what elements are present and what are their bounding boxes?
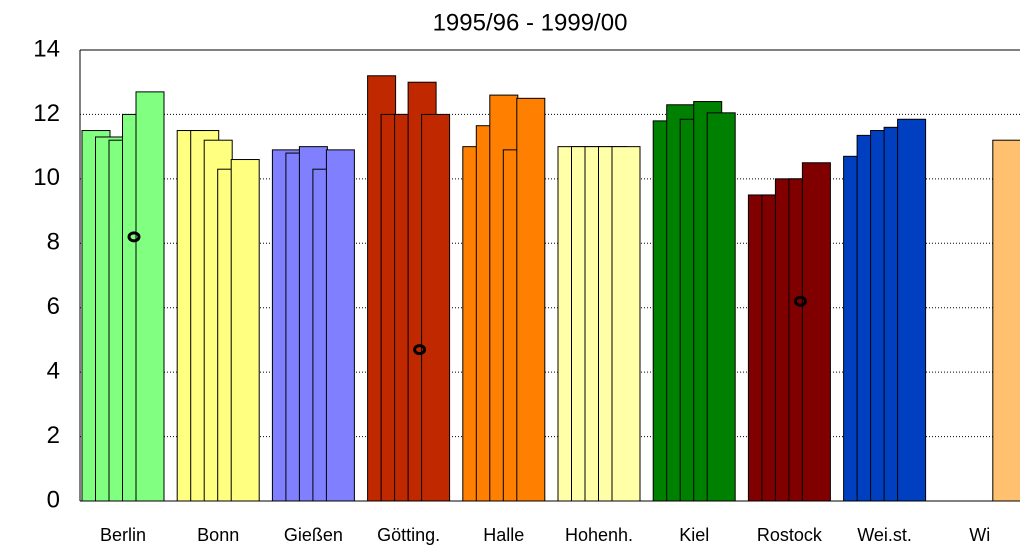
x-tick-label: Wi [969,525,990,545]
marker [127,231,141,243]
y-tick-label: 6 [47,293,60,320]
bar [421,113,451,502]
x-tick-label: Berlin [100,525,146,545]
y-tick-label: 10 [33,164,60,191]
y-tick-label: 12 [33,100,60,127]
x-tick-label: Wei.st. [857,525,912,545]
y-tick-label: 8 [47,229,60,256]
marker [413,344,427,356]
x-tick-label: Hohenh. [565,525,633,545]
y-tick-label: 0 [47,486,60,513]
bar [992,139,1020,502]
x-tick-label: Bonn [197,525,239,545]
bar [230,159,260,502]
y-tick-label: 2 [47,422,60,449]
bar [135,91,165,502]
bar [325,149,355,502]
x-tick-label: Rostock [757,525,823,545]
marker [793,295,807,307]
y-tick-label: 4 [47,357,60,384]
bar [706,112,736,502]
bar [897,118,927,502]
x-tick-label: Halle [483,525,524,545]
x-tick-label: Kiel [679,525,709,545]
y-tick-label: 14 [33,35,60,62]
chart-title: 1995/96 - 1999/00 [433,9,628,36]
x-tick-label: Gießen [284,525,343,545]
x-tick-label: Götting. [377,525,440,545]
bar [611,146,641,502]
bar [801,162,831,502]
bar [516,97,546,502]
